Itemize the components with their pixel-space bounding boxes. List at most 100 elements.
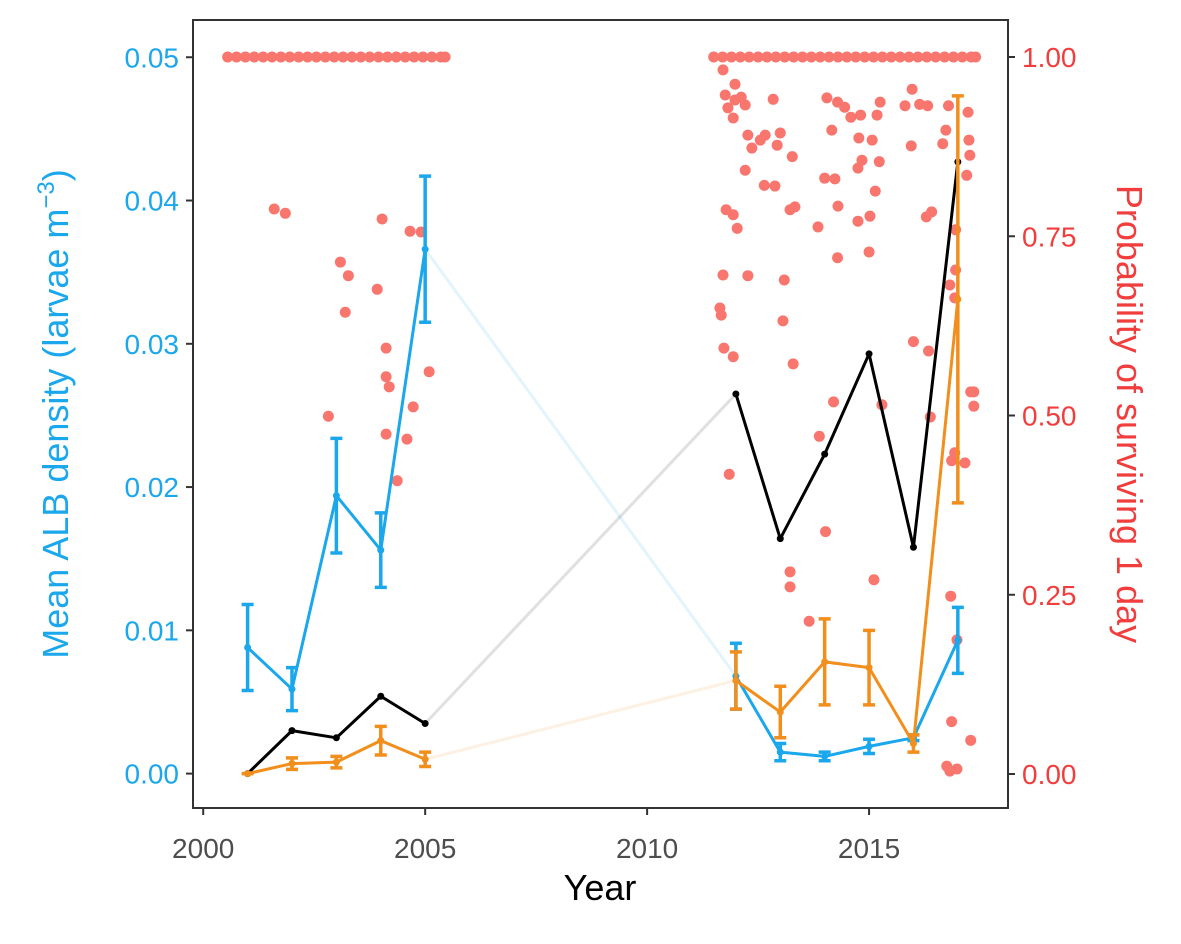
y-tick-label: 0.05 [125,42,180,73]
scatter-point [376,213,388,225]
scatter-point [832,252,844,264]
scatter-point [717,51,729,63]
scatter-point [946,716,958,728]
scatter-point [380,342,392,354]
line [734,161,960,549]
scatter-point [727,209,739,221]
scatter-point [408,51,420,63]
scatter-point [820,526,832,538]
scatter-point [951,763,963,775]
scatter-point [923,345,935,357]
scatter-point [964,149,976,161]
scatter-point [803,615,815,627]
scatter-point [739,164,751,176]
scatter-point [279,207,291,219]
scatter-point [885,51,897,63]
scatter-point [342,270,354,282]
line-point [288,760,296,768]
scatter-point [346,51,358,63]
scatter-point [903,51,915,63]
line-point [954,295,962,303]
x-tick-label: 2015 [838,833,900,864]
scatter-point [302,51,314,63]
scatter-point [727,351,739,363]
scatter-point [439,51,451,63]
scatter-point [407,401,419,413]
y-axis-title: Mean ALB density (larvae m−3) [33,169,76,659]
scatter-point [742,270,754,282]
y-tick-label: 0.01 [125,615,180,646]
y2-tick-label: 0.25 [1022,580,1077,611]
line-point [421,719,429,727]
scatter-point [423,366,435,378]
line-point [421,755,429,763]
y-tick-label: 0.02 [125,472,180,503]
scatter-point [284,51,296,63]
scatter-point [426,51,438,63]
line-point [776,748,784,756]
scatter-point [841,51,853,63]
scatter-point [867,51,879,63]
plot-frame [192,19,1009,809]
y2-axis-title: Probability of surviving 1 day [1109,185,1150,643]
scatter-point [912,51,924,63]
scatter-point [380,371,392,383]
scatter-point [391,475,403,487]
scatter-point [328,51,340,63]
scatter-point [771,139,783,151]
line-point [909,740,917,748]
scatter-point [723,468,735,480]
scatter-point [943,100,955,112]
scatter-point [715,309,727,321]
scatter-point [859,51,871,63]
scatter-point [823,51,835,63]
scatter-point [852,215,864,227]
scatter-point [828,396,840,408]
y-axis-title-superscript: −3 [33,181,60,208]
line-point [954,636,962,644]
scatter-point [746,142,758,154]
scatter-point [752,51,764,63]
scatter-point [717,269,729,281]
scatter-point [868,574,880,586]
gap-connector [424,392,737,725]
line-point [776,708,784,716]
scatter-point [959,457,971,469]
scatter-point [853,132,865,144]
scatter-point [758,179,770,191]
scatter-point [788,51,800,63]
scatter-point [839,101,851,113]
scatter-point [310,51,322,63]
scatter-point [371,283,383,295]
scatter-point [873,156,885,168]
x-tick-label: 2010 [616,833,678,864]
line-point [377,692,385,700]
scatter-point [832,200,844,212]
plot-layer [222,51,982,778]
line-point [821,752,829,760]
scatter-point [866,134,878,146]
scatter-point [719,89,731,101]
line-point [732,676,740,684]
scatter-point [944,279,956,291]
y2-tick-label: 0.75 [1022,221,1077,252]
scatter-point [970,51,982,63]
scatter-point [965,734,977,746]
line-point [909,543,917,551]
scatter-point [819,172,831,184]
scatter-point [905,140,917,152]
scatter-point [727,112,739,124]
scatter-point [381,51,393,63]
scatter-point [761,51,773,63]
scatter-point [907,336,919,348]
scatter-point [786,151,798,163]
scatter-point [874,96,886,108]
scatter-point [257,51,269,63]
scatter-point [813,430,825,442]
gap-connector [423,248,738,678]
y2-tick-label: 0.50 [1022,401,1077,432]
scatter-point [722,102,734,114]
scatter-point [355,51,367,63]
scatter-point [231,51,243,63]
